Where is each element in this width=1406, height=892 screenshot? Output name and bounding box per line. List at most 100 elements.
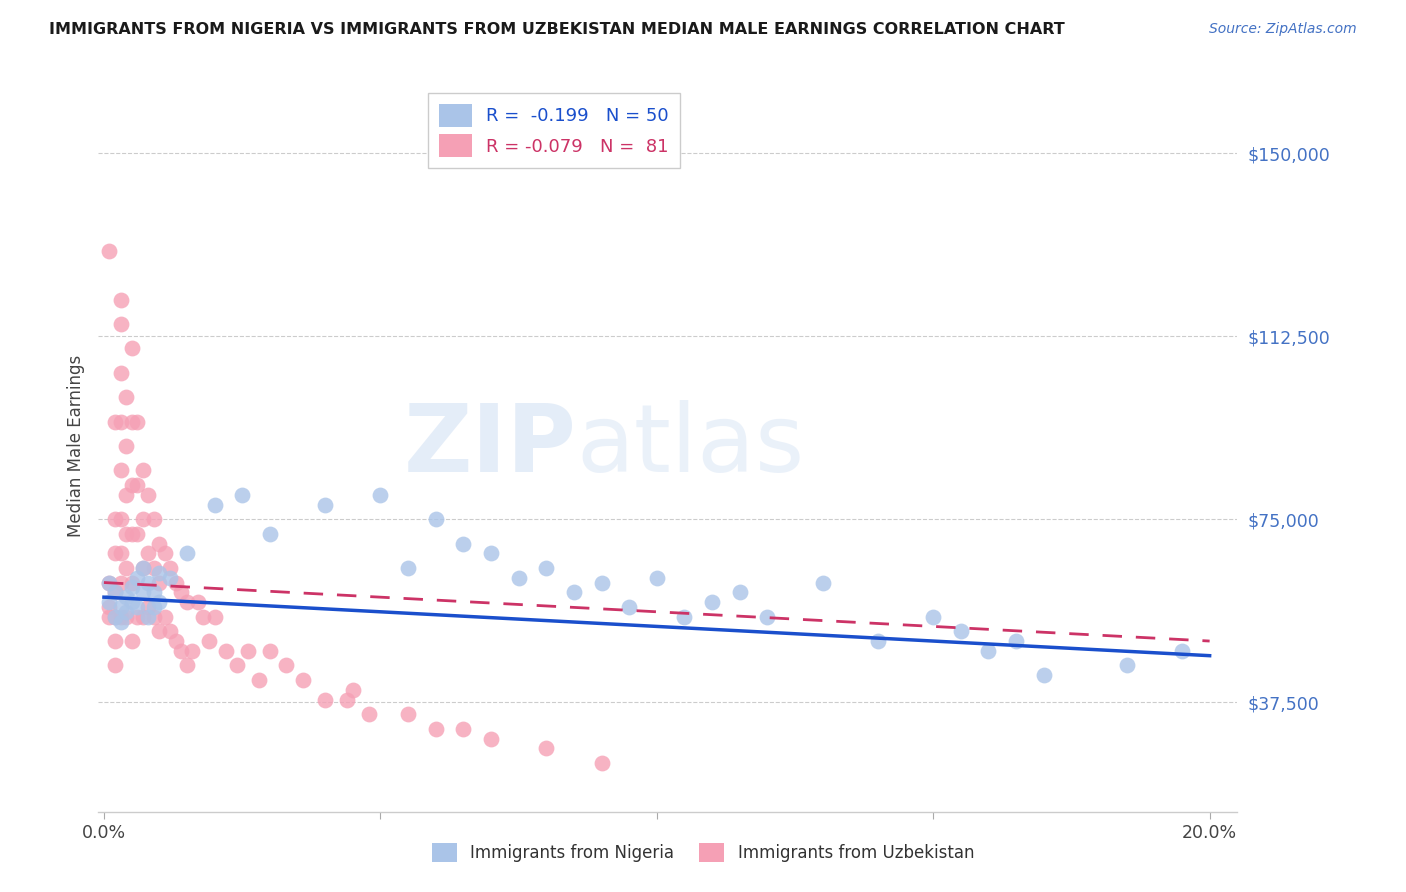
Point xyxy=(142,609,165,624)
Point xyxy=(204,498,226,512)
Point xyxy=(591,756,613,770)
Point xyxy=(127,478,149,492)
Point xyxy=(176,595,198,609)
Point xyxy=(110,546,132,560)
Point xyxy=(115,609,138,624)
Point xyxy=(949,624,972,639)
Point xyxy=(115,439,138,453)
Point xyxy=(131,561,153,575)
Point xyxy=(131,561,153,575)
Point xyxy=(1005,634,1028,648)
Point xyxy=(153,609,176,624)
Point xyxy=(142,512,165,526)
Point xyxy=(204,609,226,624)
Point xyxy=(314,498,336,512)
Point xyxy=(1171,644,1194,658)
Point xyxy=(148,624,170,639)
Point xyxy=(104,634,127,648)
Point xyxy=(617,599,640,614)
Point xyxy=(98,599,121,614)
Point xyxy=(425,512,447,526)
Point xyxy=(159,561,181,575)
Point xyxy=(153,546,176,560)
Point xyxy=(110,463,132,477)
Point xyxy=(314,692,336,706)
Point xyxy=(198,634,221,648)
Point xyxy=(181,644,204,658)
Point xyxy=(121,415,143,429)
Point xyxy=(115,488,138,502)
Point xyxy=(104,585,127,599)
Point xyxy=(127,571,149,585)
Point xyxy=(142,585,165,599)
Point xyxy=(176,658,198,673)
Point xyxy=(425,722,447,736)
Point xyxy=(110,366,132,380)
Point xyxy=(231,488,253,502)
Point xyxy=(508,571,530,585)
Point xyxy=(148,575,170,590)
Point xyxy=(131,585,153,599)
Point xyxy=(811,575,834,590)
Point xyxy=(110,575,132,590)
Point xyxy=(110,599,132,614)
Point xyxy=(700,595,723,609)
Point xyxy=(127,599,149,614)
Point xyxy=(98,595,121,609)
Point xyxy=(922,609,945,624)
Point xyxy=(534,561,557,575)
Point xyxy=(165,575,187,590)
Point xyxy=(115,526,138,541)
Point xyxy=(110,415,132,429)
Point xyxy=(121,634,143,648)
Point xyxy=(104,415,127,429)
Point xyxy=(1032,668,1054,682)
Point xyxy=(104,546,127,560)
Point xyxy=(104,658,127,673)
Point xyxy=(121,526,143,541)
Point xyxy=(115,390,138,404)
Point xyxy=(148,566,170,580)
Point xyxy=(562,585,585,599)
Point xyxy=(479,731,502,746)
Text: IMMIGRANTS FROM NIGERIA VS IMMIGRANTS FROM UZBEKISTAN MEDIAN MALE EARNINGS CORRE: IMMIGRANTS FROM NIGERIA VS IMMIGRANTS FR… xyxy=(49,22,1064,37)
Point xyxy=(591,575,613,590)
Point xyxy=(110,293,132,307)
Point xyxy=(142,561,165,575)
Point xyxy=(127,609,149,624)
Point xyxy=(756,609,779,624)
Point xyxy=(728,585,751,599)
Point xyxy=(121,581,143,595)
Point xyxy=(276,658,298,673)
Point xyxy=(110,512,132,526)
Point xyxy=(110,615,132,629)
Point xyxy=(148,536,170,550)
Point xyxy=(396,707,419,722)
Point xyxy=(291,673,314,687)
Y-axis label: Median Male Earnings: Median Male Earnings xyxy=(66,355,84,537)
Point xyxy=(127,526,149,541)
Point xyxy=(159,624,181,639)
Point xyxy=(121,342,143,356)
Point xyxy=(104,609,127,624)
Point xyxy=(121,478,143,492)
Point xyxy=(370,488,392,502)
Point xyxy=(866,634,889,648)
Point xyxy=(115,605,138,619)
Point xyxy=(98,244,121,258)
Point xyxy=(645,571,668,585)
Point xyxy=(148,595,170,609)
Point xyxy=(131,463,153,477)
Point xyxy=(98,575,121,590)
Point xyxy=(104,609,127,624)
Point xyxy=(359,707,381,722)
Point xyxy=(121,575,143,590)
Point xyxy=(142,599,165,614)
Point xyxy=(336,692,359,706)
Point xyxy=(673,609,696,624)
Point xyxy=(259,644,281,658)
Point xyxy=(136,609,159,624)
Point xyxy=(453,536,475,550)
Point xyxy=(98,609,121,624)
Text: Source: ZipAtlas.com: Source: ZipAtlas.com xyxy=(1209,22,1357,37)
